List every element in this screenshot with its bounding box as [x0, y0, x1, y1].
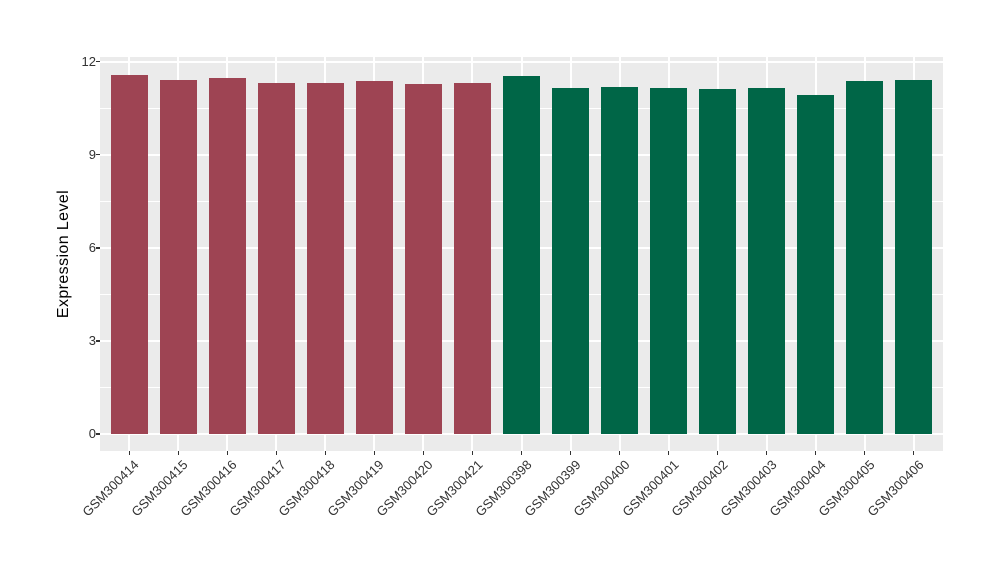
- x-tick-mark-GSM300406: [912, 451, 915, 455]
- y-tick-label-6: 6: [88, 239, 96, 255]
- y-tick-label-9: 9: [88, 146, 96, 162]
- y-tick-mark-9: [96, 153, 100, 156]
- y-tick-mark-12: [96, 60, 100, 63]
- x-tick-mark-GSM300405: [863, 451, 866, 455]
- x-tick-mark-GSM300414: [128, 451, 131, 455]
- x-tick-mark-GSM300420: [422, 451, 425, 455]
- bar-GSM300401: [650, 88, 687, 434]
- x-tick-mark-GSM300401: [667, 451, 670, 455]
- x-tick-mark-GSM300416: [226, 451, 229, 455]
- x-tick-mark-GSM300398: [520, 451, 523, 455]
- x-tick-mark-GSM300421: [471, 451, 474, 455]
- y-tick-label-12: 12: [81, 53, 96, 69]
- bar-GSM300406: [895, 79, 932, 434]
- bar-GSM300419: [356, 80, 393, 434]
- x-tick-mark-GSM300417: [275, 451, 278, 455]
- bar-GSM300398: [503, 75, 540, 434]
- x-tick-mark-GSM300400: [618, 451, 621, 455]
- plot-panel: [100, 57, 943, 451]
- x-tick-mark-GSM300399: [569, 451, 572, 455]
- y-tick-mark-6: [96, 247, 100, 249]
- bar-GSM300418: [307, 82, 344, 434]
- bar-GSM300400: [601, 87, 638, 434]
- bar-GSM300405: [846, 80, 883, 434]
- bar-GSM300404: [797, 94, 834, 434]
- x-tick-mark-GSM300403: [765, 451, 768, 455]
- y-tick-mark-3: [96, 340, 100, 342]
- bar-GSM300421: [454, 83, 491, 434]
- bar-GSM300415: [160, 80, 197, 434]
- bar-GSM300399: [552, 88, 589, 434]
- y-tick-label-0: 0: [88, 426, 96, 441]
- y-tick-label-3: 3: [88, 332, 96, 348]
- bar-GSM300416: [209, 78, 246, 434]
- bar-GSM300402: [699, 88, 736, 434]
- x-tick-mark-GSM300419: [373, 451, 376, 455]
- x-tick-mark-GSM300415: [177, 451, 180, 455]
- y-tick-mark-0: [96, 433, 100, 435]
- bar-GSM300414: [111, 74, 148, 434]
- x-tick-mark-GSM300418: [324, 451, 327, 455]
- x-tick-mark-GSM300402: [716, 451, 719, 455]
- bar-GSM300417: [258, 83, 295, 434]
- bar-GSM300403: [748, 88, 785, 434]
- x-tick-mark-GSM300404: [814, 451, 817, 455]
- bar-GSM300420: [405, 83, 442, 434]
